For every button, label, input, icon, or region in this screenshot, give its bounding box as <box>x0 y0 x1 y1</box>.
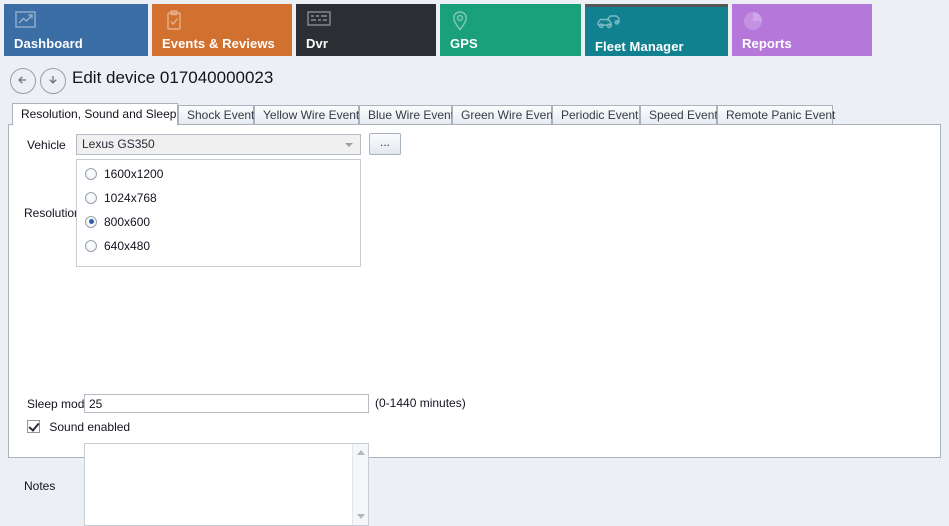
nav-tile-fleet-manager[interactable]: Fleet Manager <box>585 4 728 56</box>
tab-green-wire-event[interactable]: Green Wire Event <box>452 105 556 125</box>
radio-unselected-icon <box>85 191 97 204</box>
vehicle-label: Vehicle <box>27 138 66 152</box>
notes-field-wrapper <box>84 443 369 526</box>
nav-tile-label: Dashboard <box>14 36 83 51</box>
tab-periodic-event[interactable]: Periodic Event <box>552 105 640 125</box>
page-header: Edit device 017040000023 <box>0 60 949 102</box>
clipboard-check-icon <box>162 10 188 32</box>
nav-tile-gps[interactable]: GPS <box>440 4 581 56</box>
top-navigation-bar: Dashboard Events & Reviews Dvr GPS Fleet Man… <box>0 0 949 60</box>
tab-yellow-wire-event[interactable]: Yellow Wire Event <box>254 105 359 125</box>
sound-enabled-checkbox[interactable]: Sound enabled <box>27 419 130 435</box>
map-pin-icon <box>450 10 476 32</box>
radio-selected-icon <box>85 215 97 228</box>
tab-shock-event[interactable]: Shock Event <box>178 105 254 125</box>
tab-blue-wire-event[interactable]: Blue Wire Event <box>359 105 454 125</box>
tab-remote-panic-event[interactable]: Remote Panic Event <box>717 105 835 125</box>
sleep-mode-label: Sleep mode <box>27 397 92 411</box>
radio-label: 1600x1200 <box>104 166 164 181</box>
notes-label: Notes <box>24 479 56 493</box>
radio-label: 640x480 <box>104 238 151 253</box>
vehicle-select[interactable]: Lexus GS350 <box>76 134 361 155</box>
nav-tile-dashboard[interactable]: Dashboard <box>4 4 148 56</box>
nav-tile-label: GPS <box>450 36 478 51</box>
nav-tile-label: Dvr <box>306 36 328 51</box>
nav-tile-label: Fleet Manager <box>595 39 684 54</box>
radio-label: 1024x768 <box>104 190 157 205</box>
chevron-down-icon <box>345 143 353 147</box>
chart-line-icon <box>14 10 40 32</box>
radio-unselected-icon <box>85 239 97 252</box>
notes-scrollbar[interactable] <box>352 444 368 525</box>
tab-resolution-sound-and-sleep[interactable]: Resolution, Sound and Sleep <box>12 103 178 126</box>
nav-tile-reports[interactable]: Reports <box>732 4 872 56</box>
checkbox-check-icon <box>27 420 40 434</box>
dvr-camera-icon <box>306 10 332 32</box>
vehicle-select-value: Lexus GS350 <box>82 137 155 151</box>
nav-tile-label: Events & Reviews <box>162 36 275 51</box>
nav-tile-dvr[interactable]: Dvr <box>296 4 436 56</box>
back-button[interactable] <box>10 68 36 94</box>
scroll-down-arrow-icon[interactable] <box>357 514 365 519</box>
radio-unselected-icon <box>85 167 97 180</box>
tab-speed-event[interactable]: Speed Event <box>640 105 718 125</box>
radio-resolution-1600x1200[interactable]: 1600x1200 <box>85 166 163 190</box>
resolution-radio-group: 1600x1200 1024x768 800x600 640x480 <box>76 159 361 267</box>
arrow-left-circle-icon <box>11 73 35 87</box>
radio-resolution-800x600[interactable]: 800x600 <box>85 214 150 238</box>
sleep-mode-input[interactable] <box>84 394 369 413</box>
sleep-mode-hint: (0-1440 minutes) <box>375 396 466 410</box>
page-title: Edit device 017040000023 <box>72 68 274 87</box>
scroll-up-arrow-icon[interactable] <box>357 450 365 455</box>
radio-resolution-640x480[interactable]: 640x480 <box>85 238 150 262</box>
nav-tile-events-reviews[interactable]: Events & Reviews <box>152 4 292 56</box>
resolution-label: Resolution <box>24 206 81 220</box>
vehicle-browse-button[interactable]: ... <box>369 133 401 155</box>
notes-textarea[interactable] <box>85 444 353 525</box>
sound-enabled-label: Sound enabled <box>49 419 131 434</box>
vehicles-icon <box>595 13 621 35</box>
radio-resolution-1024x768[interactable]: 1024x768 <box>85 190 157 214</box>
tab-strip: Resolution, Sound and Sleep Shock Event Ye… <box>8 103 941 126</box>
nav-tile-label: Reports <box>742 36 792 51</box>
arrow-down-circle-icon <box>41 73 65 87</box>
radio-label: 800x600 <box>104 214 151 229</box>
download-button[interactable] <box>40 68 66 94</box>
settings-panel: Vehicle Lexus GS350 ... Resolution 1600x… <box>8 124 941 526</box>
pie-chart-icon <box>742 10 768 32</box>
